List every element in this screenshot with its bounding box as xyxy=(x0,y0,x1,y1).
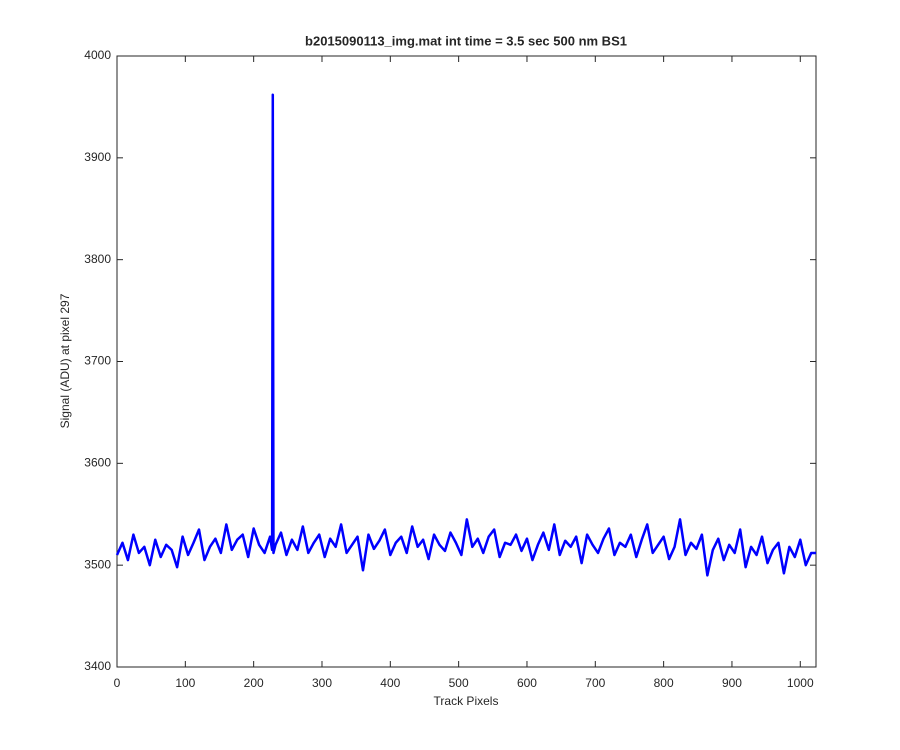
y-tick-label: 3700 xyxy=(84,354,111,368)
y-tick-label: 3400 xyxy=(84,659,111,673)
x-tick-label: 400 xyxy=(380,676,400,690)
y-tick-label: 4000 xyxy=(84,48,111,62)
x-axis-label: Track Pixels xyxy=(434,694,499,708)
y-tick-label: 3800 xyxy=(84,252,111,266)
x-tick-label: 800 xyxy=(654,676,674,690)
x-tick-label: 100 xyxy=(175,676,195,690)
y-axis-label: Signal (ADU) at pixel 297 xyxy=(58,293,72,428)
x-tick-label: 700 xyxy=(585,676,605,690)
x-tick-label: 900 xyxy=(722,676,742,690)
x-tick-label: 1000 xyxy=(787,676,814,690)
chart-title: b2015090113_img.mat int time = 3.5 sec 5… xyxy=(305,33,627,48)
x-tick-label: 600 xyxy=(517,676,537,690)
x-tick-label: 200 xyxy=(244,676,264,690)
x-tick-label: 0 xyxy=(114,676,121,690)
data-line xyxy=(115,93,816,577)
x-tick-label: 500 xyxy=(449,676,469,690)
x-tick-label: 300 xyxy=(312,676,332,690)
y-tick-label: 3600 xyxy=(84,456,111,470)
plot-box xyxy=(116,55,817,668)
y-tick-label: 3500 xyxy=(84,557,111,571)
y-tick-label: 3900 xyxy=(84,150,111,164)
